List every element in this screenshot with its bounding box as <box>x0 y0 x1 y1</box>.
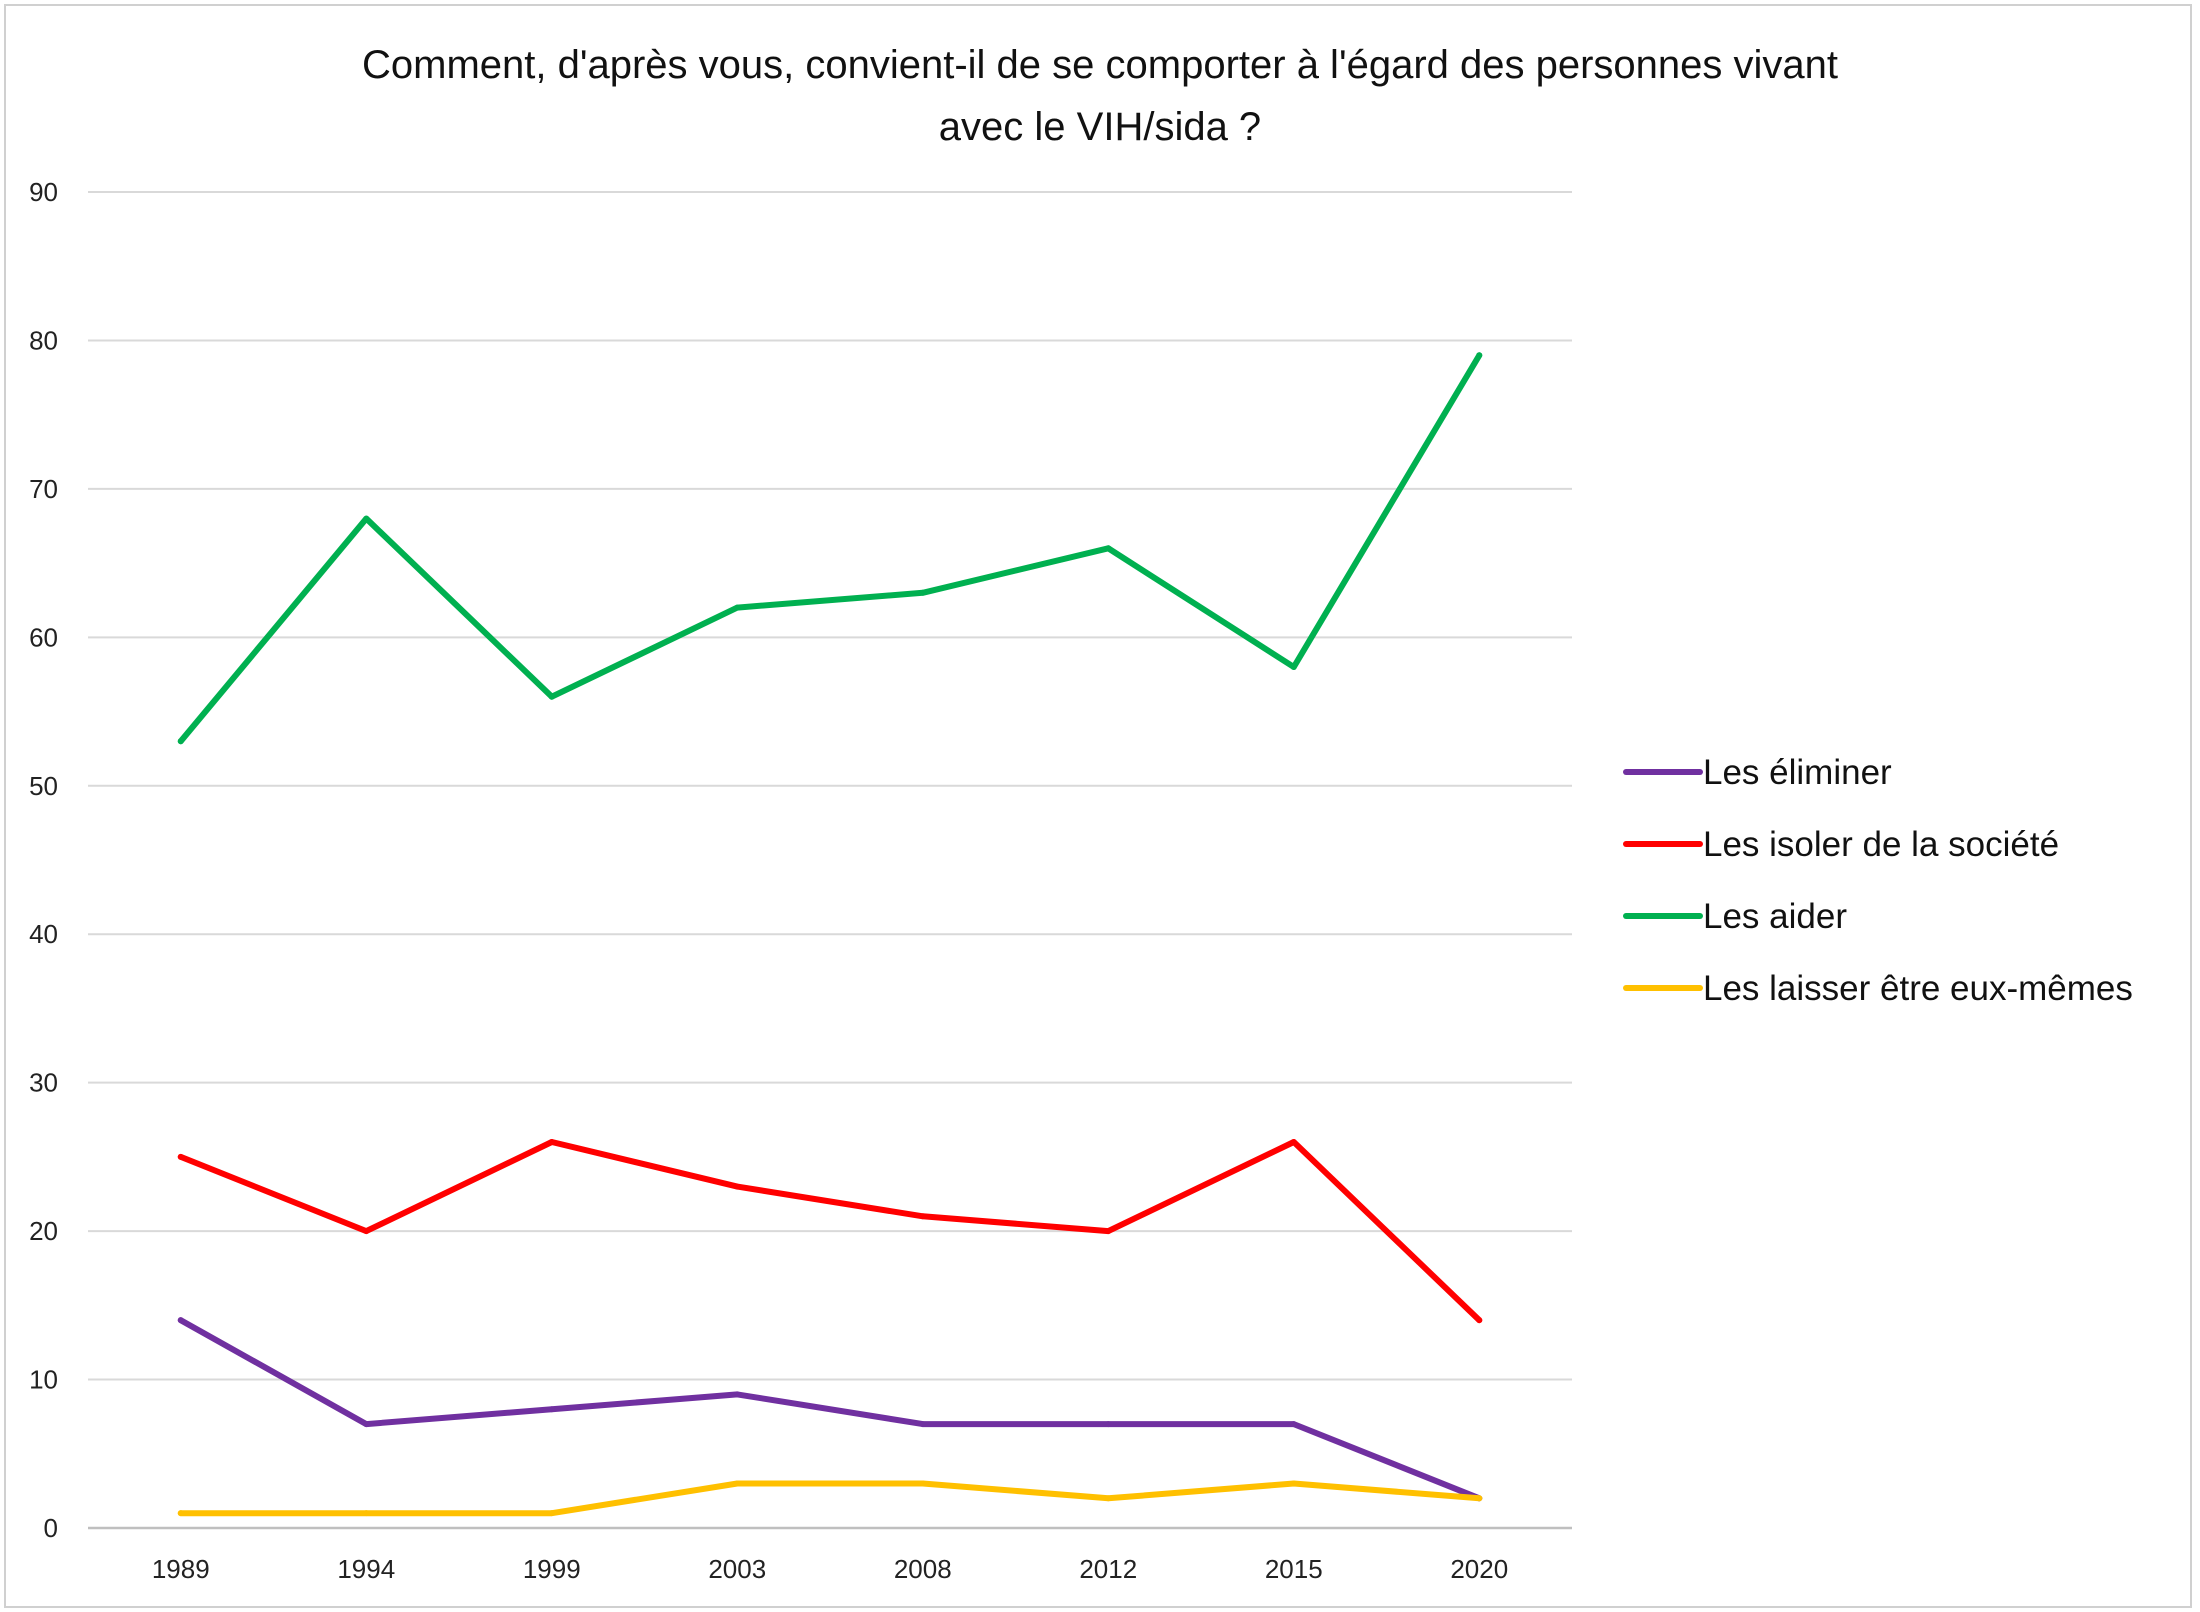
data-point <box>1476 1317 1483 1324</box>
series-line-3 <box>177 352 1483 745</box>
data-point <box>177 1510 184 1517</box>
data-point <box>548 693 555 700</box>
y-tick-label: 70 <box>29 474 58 504</box>
y-tick-label: 50 <box>29 771 58 801</box>
data-point <box>1290 1480 1297 1487</box>
y-tick-label: 0 <box>44 1513 58 1543</box>
legend-label-4: Les laisser être eux-mêmes <box>1703 969 2133 1008</box>
data-point <box>1290 1139 1297 1146</box>
data-point <box>919 1213 926 1220</box>
data-point <box>363 1228 370 1235</box>
y-tick-label: 40 <box>29 919 58 949</box>
series-line-4 <box>177 1480 1483 1517</box>
data-point <box>1290 1421 1297 1428</box>
data-point <box>734 1183 741 1190</box>
data-point <box>177 1317 184 1324</box>
y-tick-label: 80 <box>29 325 58 355</box>
x-tick-label: 2008 <box>894 1554 952 1584</box>
x-tick-label: 1994 <box>337 1554 395 1584</box>
y-tick-label: 30 <box>29 1068 58 1098</box>
data-point <box>734 1480 741 1487</box>
data-point <box>919 1480 926 1487</box>
data-point <box>919 1421 926 1428</box>
data-point <box>1105 1495 1112 1502</box>
series-line-1 <box>177 1317 1483 1502</box>
data-point <box>1476 1495 1483 1502</box>
data-point <box>177 1153 184 1160</box>
chart-title-line-1: Comment, d'après vous, convient-il de se… <box>361 43 1838 87</box>
x-tick-label: 2020 <box>1450 1554 1508 1584</box>
legend-label-1: Les éliminer <box>1703 753 1892 792</box>
data-point <box>1290 664 1297 671</box>
data-point <box>363 515 370 522</box>
chart-title-line-2: avec le VIH/sida ? <box>938 105 1262 149</box>
x-tick-label: 2012 <box>1079 1554 1137 1584</box>
y-tick-label: 20 <box>29 1216 58 1246</box>
legend-label-2: Les isoler de la société <box>1703 825 2059 864</box>
data-point <box>363 1421 370 1428</box>
data-point <box>734 1391 741 1398</box>
y-tick-label: 90 <box>29 177 58 207</box>
data-point <box>363 1510 370 1517</box>
y-tick-label: 10 <box>29 1365 58 1395</box>
chart-frame <box>4 4 2192 1608</box>
x-tick-label: 1989 <box>152 1554 210 1584</box>
legend-label-3: Les aider <box>1703 897 1847 936</box>
data-point <box>1476 352 1483 359</box>
x-tick-label: 2015 <box>1265 1554 1323 1584</box>
data-point <box>548 1510 555 1517</box>
data-point <box>734 604 741 611</box>
data-point <box>1105 1228 1112 1235</box>
data-point <box>548 1139 555 1146</box>
data-point <box>1105 1421 1112 1428</box>
data-point <box>1105 545 1112 552</box>
y-tick-label: 60 <box>29 622 58 652</box>
data-point <box>177 738 184 745</box>
chart-title: Comment, d'après vous, convient-il de se… <box>0 34 2200 158</box>
data-point <box>548 1406 555 1413</box>
x-tick-label: 2003 <box>708 1554 766 1584</box>
series-line-2 <box>177 1139 1483 1324</box>
data-point <box>919 589 926 596</box>
x-tick-label: 1999 <box>523 1554 581 1584</box>
